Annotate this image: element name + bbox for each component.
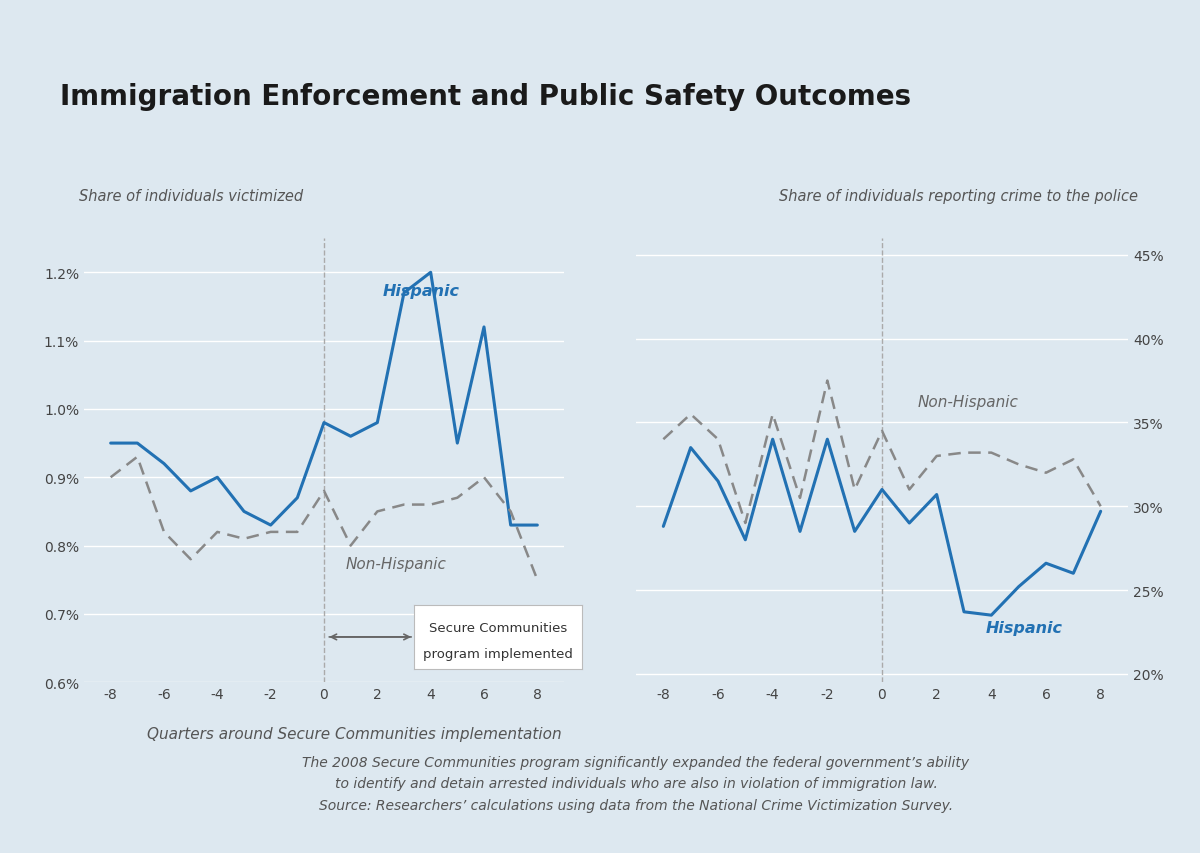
Text: Share of individuals victimized: Share of individuals victimized	[79, 189, 304, 203]
Text: program implemented: program implemented	[424, 647, 572, 660]
Text: Hispanic: Hispanic	[986, 620, 1063, 635]
Text: Hispanic: Hispanic	[383, 283, 460, 299]
Text: Share of individuals reporting crime to the police: Share of individuals reporting crime to …	[779, 189, 1138, 203]
Text: Quarters around Secure Communities implementation: Quarters around Secure Communities imple…	[146, 726, 562, 741]
Text: Immigration Enforcement and Public Safety Outcomes: Immigration Enforcement and Public Safet…	[60, 83, 911, 111]
Text: Non-Hispanic: Non-Hispanic	[918, 395, 1019, 409]
Text: The 2008 Secure Communities program significantly expanded the federal governmen: The 2008 Secure Communities program sign…	[302, 755, 970, 812]
Text: Non-Hispanic: Non-Hispanic	[346, 556, 446, 572]
Text: Secure Communities: Secure Communities	[428, 622, 568, 635]
